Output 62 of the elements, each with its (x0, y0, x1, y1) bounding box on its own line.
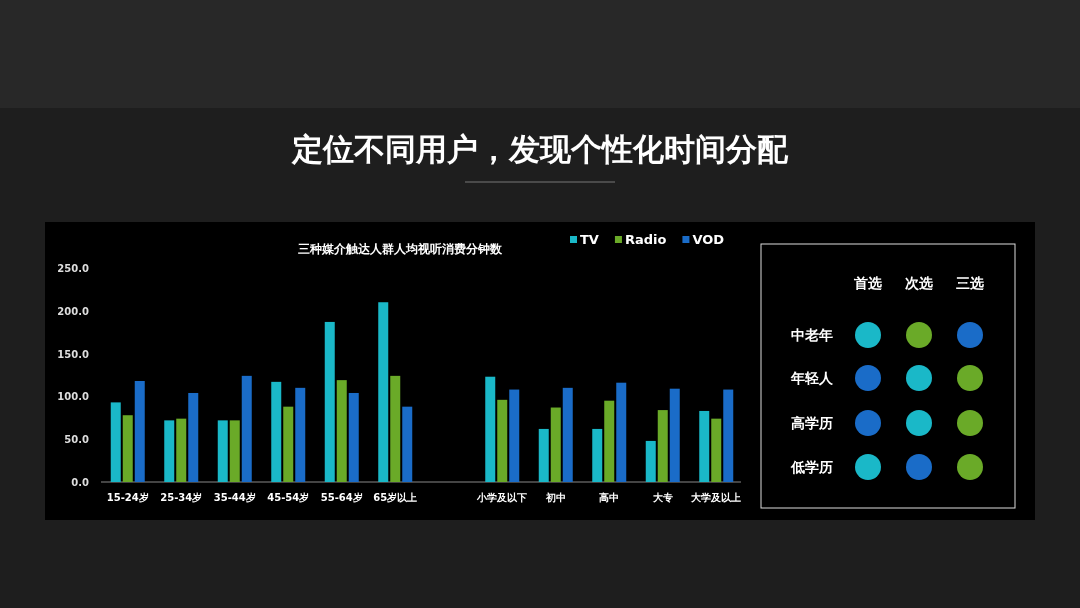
x-tick-label: 15-24岁 (106, 492, 149, 503)
text: 定位不同用户，发现个性化时间分配 (291, 131, 789, 167)
bar (390, 375, 401, 482)
legend-label: VOD (692, 232, 725, 247)
x-tick-label: 55-64岁 (320, 492, 363, 503)
bar (562, 387, 573, 482)
category-label: 低学历 (791, 459, 833, 475)
bar (592, 428, 603, 482)
x-tick-label: 35-44岁 (213, 492, 256, 503)
y-tick-label: 0.0 (71, 477, 90, 488)
bar (271, 381, 282, 482)
bar (509, 389, 520, 482)
legend-label: TV (580, 232, 599, 247)
bar (497, 399, 508, 482)
bar (229, 420, 240, 482)
bar (283, 406, 294, 482)
x-tick-label: 初中 (544, 492, 566, 503)
bar (657, 410, 668, 482)
chart-title: 三种媒介触达人群人均视听消费分钟数 (298, 242, 503, 256)
bar (188, 392, 199, 482)
legend-label: Radio (624, 232, 667, 247)
y-tick-label: 100.0 (57, 391, 90, 403)
bar (295, 387, 306, 482)
y-tick-label: 200.0 (57, 305, 90, 317)
y-tick-label: 50.0 (64, 434, 90, 446)
category-label: 中老年 (791, 327, 833, 343)
bar (645, 440, 656, 482)
bar (176, 418, 187, 482)
bar (217, 420, 228, 482)
bar (723, 389, 734, 482)
bar (324, 321, 335, 482)
bar (348, 392, 359, 482)
bar (485, 376, 496, 482)
x-tick-label: 45-54岁 (267, 492, 310, 503)
x-tick-label: 65岁以上 (373, 492, 418, 503)
y-tick-label: 250.0 (57, 263, 90, 274)
bar (110, 402, 121, 482)
category-label: 次选 (905, 275, 933, 291)
bar (134, 380, 145, 482)
x-tick-label: 25-34岁 (160, 492, 203, 503)
bar (669, 388, 680, 482)
bar (164, 420, 175, 482)
bar (550, 407, 561, 482)
x-tick-label: 高中 (599, 492, 620, 503)
bar (402, 406, 413, 482)
bar (711, 418, 722, 482)
bar (538, 428, 549, 482)
category-label: 高学历 (791, 415, 833, 431)
bar (122, 415, 133, 482)
y-tick-label: 150.0 (57, 348, 90, 360)
category-label: 首选 (853, 275, 882, 291)
bar (604, 400, 615, 482)
category-label: 年轻人 (791, 370, 833, 386)
x-tick-label: 小学及以下 (476, 492, 528, 503)
category-label: 三选 (956, 275, 984, 291)
bar (336, 380, 347, 482)
bar (241, 375, 252, 482)
bar (616, 382, 627, 482)
x-tick-label: 大学及以上 (690, 492, 742, 503)
x-tick-label: 大专 (651, 492, 673, 503)
bar (378, 302, 389, 482)
bar (699, 410, 710, 482)
